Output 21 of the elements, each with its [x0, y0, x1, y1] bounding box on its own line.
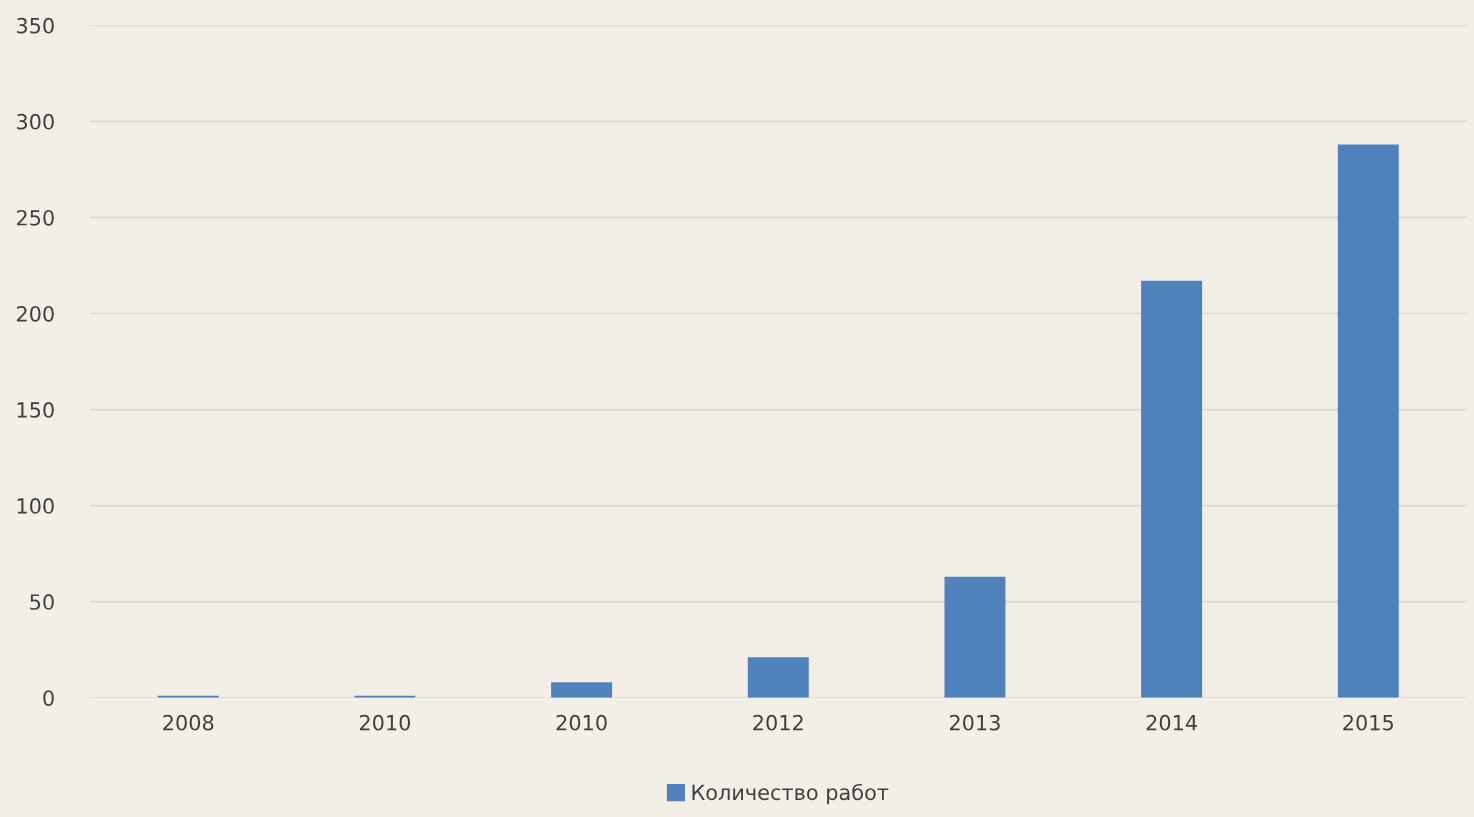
- y-tick-label: 50: [30, 594, 54, 610]
- y-tick-label: 300: [17, 113, 54, 130]
- x-tick-label: 2015: [1343, 714, 1393, 731]
- x-tick-label: 2010: [556, 714, 607, 731]
- bar: [944, 576, 1006, 698]
- x-tick-label: 2010: [359, 714, 411, 731]
- y-tick-label: 200: [16, 305, 54, 322]
- bar: [1337, 144, 1399, 698]
- y-tick-label: 150: [17, 402, 54, 418]
- y-tick-label: 100: [17, 498, 54, 514]
- y-tick-label: 250: [16, 209, 54, 226]
- x-tick-label: 2014: [1146, 714, 1197, 731]
- y-tick-label: 350: [17, 17, 54, 34]
- bar: [747, 657, 809, 698]
- x-tick-label: 2008: [163, 714, 214, 731]
- x-tick-label: 2013: [949, 714, 1000, 731]
- bar: [1141, 280, 1203, 698]
- legend-label: Количество работ: [692, 783, 889, 805]
- x-tick-label: 2012: [753, 714, 803, 731]
- y-tick-label: 0: [43, 690, 54, 706]
- bar: [551, 682, 613, 698]
